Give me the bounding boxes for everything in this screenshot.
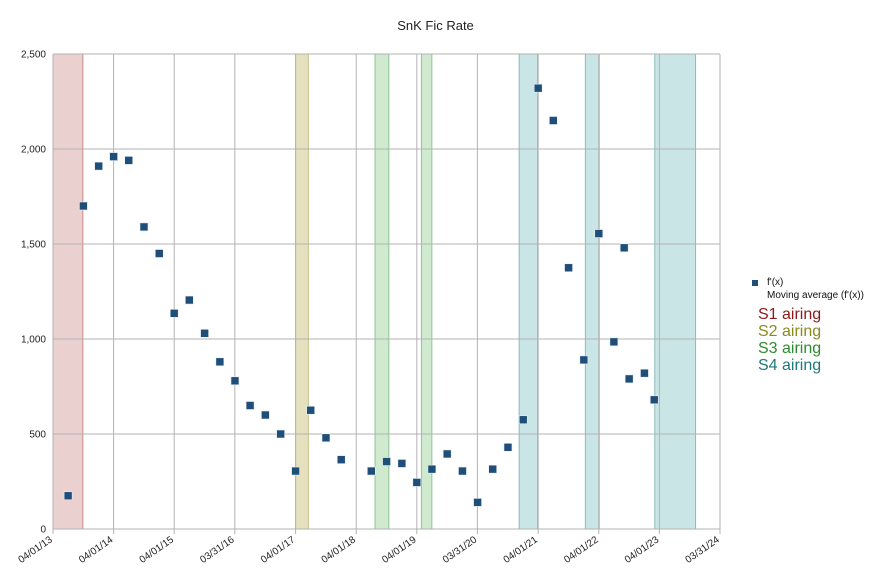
x-tick-label-7: 03/31/20 <box>441 534 480 566</box>
axes <box>52 54 721 534</box>
y-tick-label-3: 1,500 <box>21 240 46 251</box>
data-point-37 <box>624 374 634 384</box>
y-tick-label-0: 0 <box>40 525 46 536</box>
data-point-11 <box>230 376 240 386</box>
data-point-0 <box>63 491 73 501</box>
data-point-23 <box>427 464 437 474</box>
x-tick-label-11: 03/31/24 <box>684 534 723 566</box>
data-point-20 <box>382 457 391 466</box>
x-tick-label-2: 04/01/15 <box>138 534 177 566</box>
data-point-6 <box>154 249 164 258</box>
data-point-10 <box>215 357 225 367</box>
y-tick-labels: 0 500 1,000 1,500 2,000 2,500 <box>21 50 46 536</box>
season-label-s4: S4 airing <box>758 357 822 374</box>
data-point-5 <box>139 222 149 232</box>
legend-label-fx: f'(x) <box>767 277 784 288</box>
x-tick-label-10: 04/01/23 <box>623 534 662 566</box>
data-point-16 <box>306 405 316 415</box>
x-tick-label-9: 04/01/22 <box>562 534 601 566</box>
y-tick-label-1: 500 <box>29 430 46 441</box>
data-point-24 <box>442 449 452 459</box>
data-points <box>63 83 659 507</box>
data-point-32 <box>564 263 573 273</box>
data-point-35 <box>609 337 619 347</box>
data-point-13 <box>261 410 270 420</box>
legend-label-moving-average: Moving average (f'(x)) <box>767 290 864 301</box>
data-point-3 <box>109 152 118 161</box>
legend: f'(x) Moving average (f'(x)) <box>752 276 864 302</box>
data-point-31 <box>548 116 558 125</box>
data-point-2 <box>94 161 103 171</box>
data-point-18 <box>336 455 346 464</box>
data-point-29 <box>518 415 528 425</box>
airing-band-2 <box>295 54 309 529</box>
season-label-s3: S3 airing <box>758 340 822 357</box>
y-tick-label-4: 2,000 <box>21 145 46 156</box>
x-tick-label-6: 04/01/19 <box>380 534 419 566</box>
data-point-39 <box>649 395 659 405</box>
legend-entry-moving-average: Moving average (f'(x)) <box>752 289 864 302</box>
airing-band-7 <box>654 54 697 529</box>
data-point-26 <box>473 498 482 507</box>
data-point-14 <box>276 429 285 439</box>
y-tick-label-5: 2,500 <box>21 50 46 61</box>
data-point-1 <box>79 201 88 211</box>
season-label-s2: S2 airing <box>758 323 822 340</box>
data-point-33 <box>579 355 589 365</box>
data-point-19 <box>367 466 376 476</box>
data-point-22 <box>412 478 422 487</box>
airing-band-5 <box>518 54 539 529</box>
data-point-15 <box>291 466 300 476</box>
x-tick-label-4: 04/01/17 <box>259 534 298 566</box>
data-point-8 <box>185 295 194 305</box>
data-point-12 <box>245 401 255 410</box>
data-point-30 <box>533 83 543 93</box>
airing-band-3 <box>374 54 390 529</box>
x-tick-label-0: 04/01/13 <box>17 534 56 566</box>
x-tick-label-3: 03/31/16 <box>198 534 237 566</box>
data-point-21 <box>397 459 407 468</box>
data-point-27 <box>488 464 497 474</box>
airing-band-6 <box>584 54 600 529</box>
legend-entry-fx: f'(x) <box>752 276 864 289</box>
chart-title: SnK Fic Rate <box>397 18 474 33</box>
data-point-38 <box>640 368 649 378</box>
data-point-28 <box>503 442 513 452</box>
season-label-s1: S1 airing <box>758 306 822 323</box>
data-point-7 <box>169 309 179 318</box>
data-point-9 <box>200 328 209 338</box>
season-labels: S1 airing S2 airing S3 airing S4 airing <box>758 306 821 374</box>
y-tick-label-2: 1,000 <box>21 335 46 346</box>
legend-marker <box>752 279 758 286</box>
data-point-25 <box>458 466 467 476</box>
airing-band-4 <box>420 54 433 529</box>
data-point-4 <box>124 156 134 165</box>
data-point-34 <box>594 229 604 238</box>
x-tick-label-1: 04/01/14 <box>77 534 116 566</box>
x-tick-labels: 04/01/13 04/01/14 04/01/15 03/31/16 04/01/17… <box>17 534 723 566</box>
x-tick-label-5: 04/01/18 <box>320 534 359 566</box>
data-point-17 <box>321 433 331 443</box>
x-tick-label-8: 04/01/21 <box>502 534 541 566</box>
data-point-36 <box>619 243 629 253</box>
airing-band-1 <box>52 54 84 529</box>
